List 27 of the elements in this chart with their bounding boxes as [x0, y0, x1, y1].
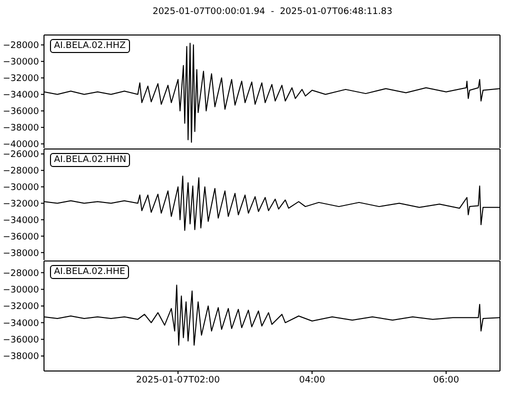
y-tick-label: −28000: [2, 166, 40, 177]
x-tick-label: 06:00: [433, 375, 460, 386]
y-tick-label: −28000: [2, 41, 40, 52]
annotation: AI.BELA.02.HHN: [50, 153, 130, 167]
x-tick-label: 2025-01-07T02:00: [136, 375, 220, 386]
y-tick-label: −36000: [2, 232, 40, 242]
y-tick-label: −26000: [2, 150, 40, 160]
annotation: AI.BELA.02.HHZ: [50, 39, 130, 53]
y-tick-label: −32000: [2, 302, 40, 312]
y-tick-label: −32000: [2, 74, 40, 84]
y-tick-label: −38000: [2, 248, 40, 259]
x-tick-label: 04:00: [299, 375, 326, 386]
annotation: AI.BELA.02.HHE: [50, 265, 130, 279]
chart-title: 2025-01-07T00:00:01.94 - 2025-01-07T06:48:11.83: [152, 7, 394, 17]
y-tick-label: −32000: [2, 199, 40, 210]
y-tick-label: −30000: [2, 183, 40, 194]
y-tick-label: −38000: [2, 352, 40, 362]
y-tick-label: −30000: [2, 58, 40, 68]
y-tick-label: −36000: [2, 336, 40, 346]
y-tick-label: −34000: [2, 90, 40, 101]
y-tick-label: −38000: [2, 124, 40, 134]
y-tick-label: −30000: [2, 286, 40, 296]
y-tick-label: −34000: [2, 216, 40, 226]
y-tick-label: −36000: [2, 107, 40, 118]
y-tick-label: −40000: [2, 140, 40, 150]
y-tick-label: −34000: [2, 318, 40, 329]
y-tick-label: −28000: [2, 268, 40, 279]
